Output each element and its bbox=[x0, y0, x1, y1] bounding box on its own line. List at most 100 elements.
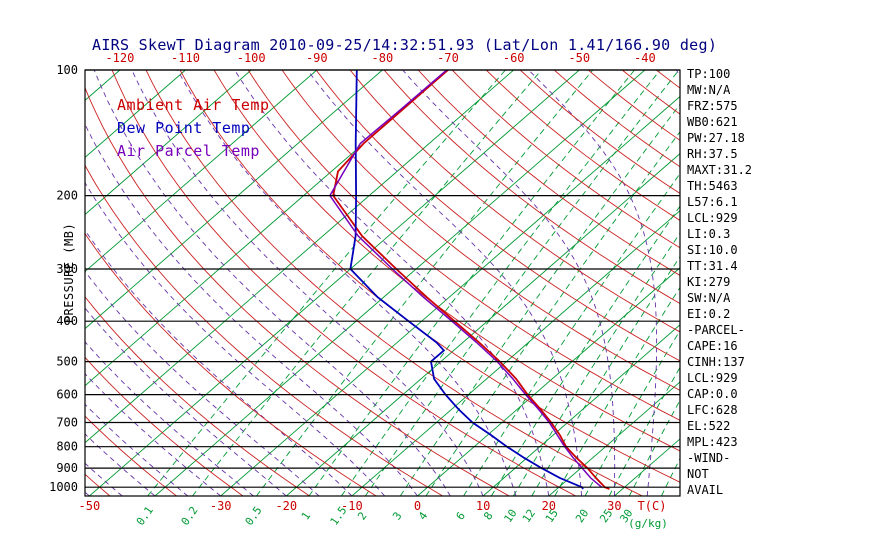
moist-adiabat-line bbox=[131, 70, 484, 496]
top-temp-tick-label: -90 bbox=[306, 51, 328, 65]
moist-adiabat-line bbox=[85, 341, 254, 496]
bottom-temp-tick-label: -20 bbox=[275, 499, 297, 513]
mixing-ratio-line bbox=[584, 329, 680, 496]
mixing-ratio-tick-label: 6 bbox=[454, 510, 468, 523]
dry-adiabat-line bbox=[349, 70, 680, 333]
stat-line: L57:6.1 bbox=[687, 195, 738, 209]
mixing-ratio-line bbox=[628, 399, 680, 496]
pressure-tick-label: 1000 bbox=[49, 480, 78, 494]
dry-adiabat-line bbox=[85, 232, 377, 496]
dry-adiabat-line bbox=[179, 70, 680, 483]
pressure-tick-label: 400 bbox=[56, 314, 78, 328]
top-temp-tick-label: -120 bbox=[105, 51, 134, 65]
stat-line: -WIND- bbox=[687, 451, 731, 465]
dry-adiabat-line bbox=[85, 356, 244, 496]
isotherm-line bbox=[220, 95, 680, 496]
moist-adiabat-line bbox=[307, 70, 583, 496]
stat-line: SI:10.0 bbox=[687, 243, 738, 257]
mixing-ratio-tick-label: 0.2 bbox=[179, 504, 201, 528]
stat-line: LI:0.3 bbox=[687, 227, 731, 241]
dry-adiabat-line bbox=[383, 70, 680, 304]
plot-border bbox=[84, 69, 681, 497]
stats-panel: TP:100 MW:N/A FRZ:575 WB0:621 PW:27.18 RH:37.… bbox=[687, 66, 752, 498]
stat-line: AVAIL bbox=[687, 483, 724, 497]
mixing-ratio-tick-label: 20 bbox=[573, 507, 591, 525]
mixing-ratio-line bbox=[425, 131, 680, 496]
moist-adiabat-line bbox=[85, 373, 221, 496]
top-temp-tick-label: -110 bbox=[171, 51, 200, 65]
bottom-temp-tick-label: 0 bbox=[414, 499, 421, 513]
mixing-ratio-line bbox=[513, 232, 680, 496]
stat-line: RH:37.5 bbox=[687, 147, 738, 161]
moist-adiabat-line bbox=[85, 270, 320, 496]
isotherm-line bbox=[351, 210, 680, 496]
stat-line: MPL:423 bbox=[687, 435, 738, 449]
mixing-ratio-tick-label: 0.5 bbox=[243, 504, 265, 528]
parcel-temp-profile bbox=[329, 70, 603, 488]
mixing-ratio-tick-label: 25 bbox=[597, 507, 615, 525]
bottom-temp-tick-label: 20 bbox=[542, 499, 556, 513]
top-temp-tick-label: -50 bbox=[568, 51, 590, 65]
mixing-ratio-line bbox=[399, 103, 680, 496]
mixing-ratio-tick-label: 15 bbox=[543, 507, 561, 525]
legend-dew-point-temp: Dew Point Temp bbox=[117, 119, 251, 137]
isotherm-line bbox=[85, 70, 514, 444]
mixing-ratio-tick-label: 4 bbox=[416, 509, 431, 522]
dry-adiabat-line bbox=[85, 164, 443, 496]
isotherm-line bbox=[85, 70, 186, 158]
stat-line: LCL:929 bbox=[687, 371, 738, 385]
ambient-temp-profile bbox=[332, 70, 610, 490]
pressure-tick-label: 900 bbox=[56, 461, 78, 475]
dry-adiabat-line bbox=[85, 296, 310, 496]
dry-adiabat-line bbox=[145, 70, 643, 496]
isotherm-line bbox=[85, 70, 318, 273]
stat-line: WB0:621 bbox=[687, 115, 738, 129]
stat-line: NOT bbox=[687, 467, 709, 481]
top-temp-tick-label: -70 bbox=[437, 51, 459, 65]
stat-line: FRZ:575 bbox=[687, 99, 738, 113]
mixing-ratio-line bbox=[341, 70, 661, 496]
mixing-ratio-line bbox=[147, 70, 506, 496]
mixing-ratio-tick-label: 3 bbox=[390, 510, 404, 523]
bottom-temp-tick-label: -50 bbox=[79, 499, 101, 513]
mixing-ratio-tick-label: 1 bbox=[299, 510, 313, 523]
stat-line: SW:N/A bbox=[687, 291, 731, 305]
top-temp-tick-label: -100 bbox=[237, 51, 266, 65]
stat-line: PW:27.18 bbox=[687, 131, 745, 145]
isotherm-line bbox=[89, 70, 580, 496]
mixing-ratio-tick-label: 10 bbox=[501, 507, 519, 525]
mixing-ratio-line bbox=[554, 286, 680, 496]
mixing-ratio-tick-label: 0.1 bbox=[134, 504, 156, 528]
pressure-axis-label: PRESSURE (MB) bbox=[62, 222, 76, 324]
dry-adiabat-line bbox=[85, 473, 111, 496]
top-temp-tick-label: -60 bbox=[503, 51, 525, 65]
background-lines bbox=[85, 70, 680, 496]
stat-line: CINH:137 bbox=[687, 355, 745, 369]
bottom-temp-tick-label: -30 bbox=[210, 499, 232, 513]
mixing-ratio-unit-label: (g/kg) bbox=[628, 517, 668, 530]
dry-adiabat-line bbox=[553, 70, 680, 168]
stat-line: CAP:0.0 bbox=[687, 387, 738, 401]
moist-adiabat-line bbox=[85, 123, 418, 496]
isotherm-line bbox=[482, 324, 680, 496]
dry-adiabat-line bbox=[451, 70, 680, 249]
dry-adiabat-line bbox=[519, 70, 680, 194]
dry-adiabat-line bbox=[85, 415, 177, 496]
moist-adiabat-line bbox=[402, 70, 616, 496]
isotherm-line bbox=[85, 70, 252, 216]
moist-adiabat-line bbox=[85, 307, 287, 496]
mixing-ratio-line bbox=[463, 172, 680, 496]
stat-line: CAPE:16 bbox=[687, 339, 738, 353]
isotherm-line bbox=[286, 153, 680, 496]
stat-line: TT:31.4 bbox=[687, 259, 738, 273]
moist-adiabat-line bbox=[234, 70, 550, 496]
stat-line: -PARCEL- bbox=[687, 323, 745, 337]
pressure-tick-label: 800 bbox=[56, 440, 78, 454]
dry-adiabat-line bbox=[485, 70, 680, 221]
stat-line: MAXT:31.2 bbox=[687, 163, 753, 177]
moist-adiabat-line bbox=[528, 70, 658, 496]
mixing-ratio-line bbox=[531, 255, 680, 496]
dewpoint-profile bbox=[349, 70, 584, 490]
dry-adiabat-line bbox=[247, 70, 680, 421]
